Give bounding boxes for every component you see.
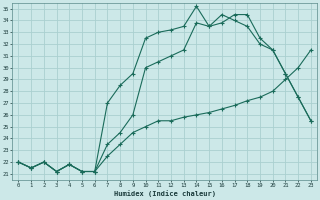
X-axis label: Humidex (Indice chaleur): Humidex (Indice chaleur) xyxy=(114,190,216,197)
